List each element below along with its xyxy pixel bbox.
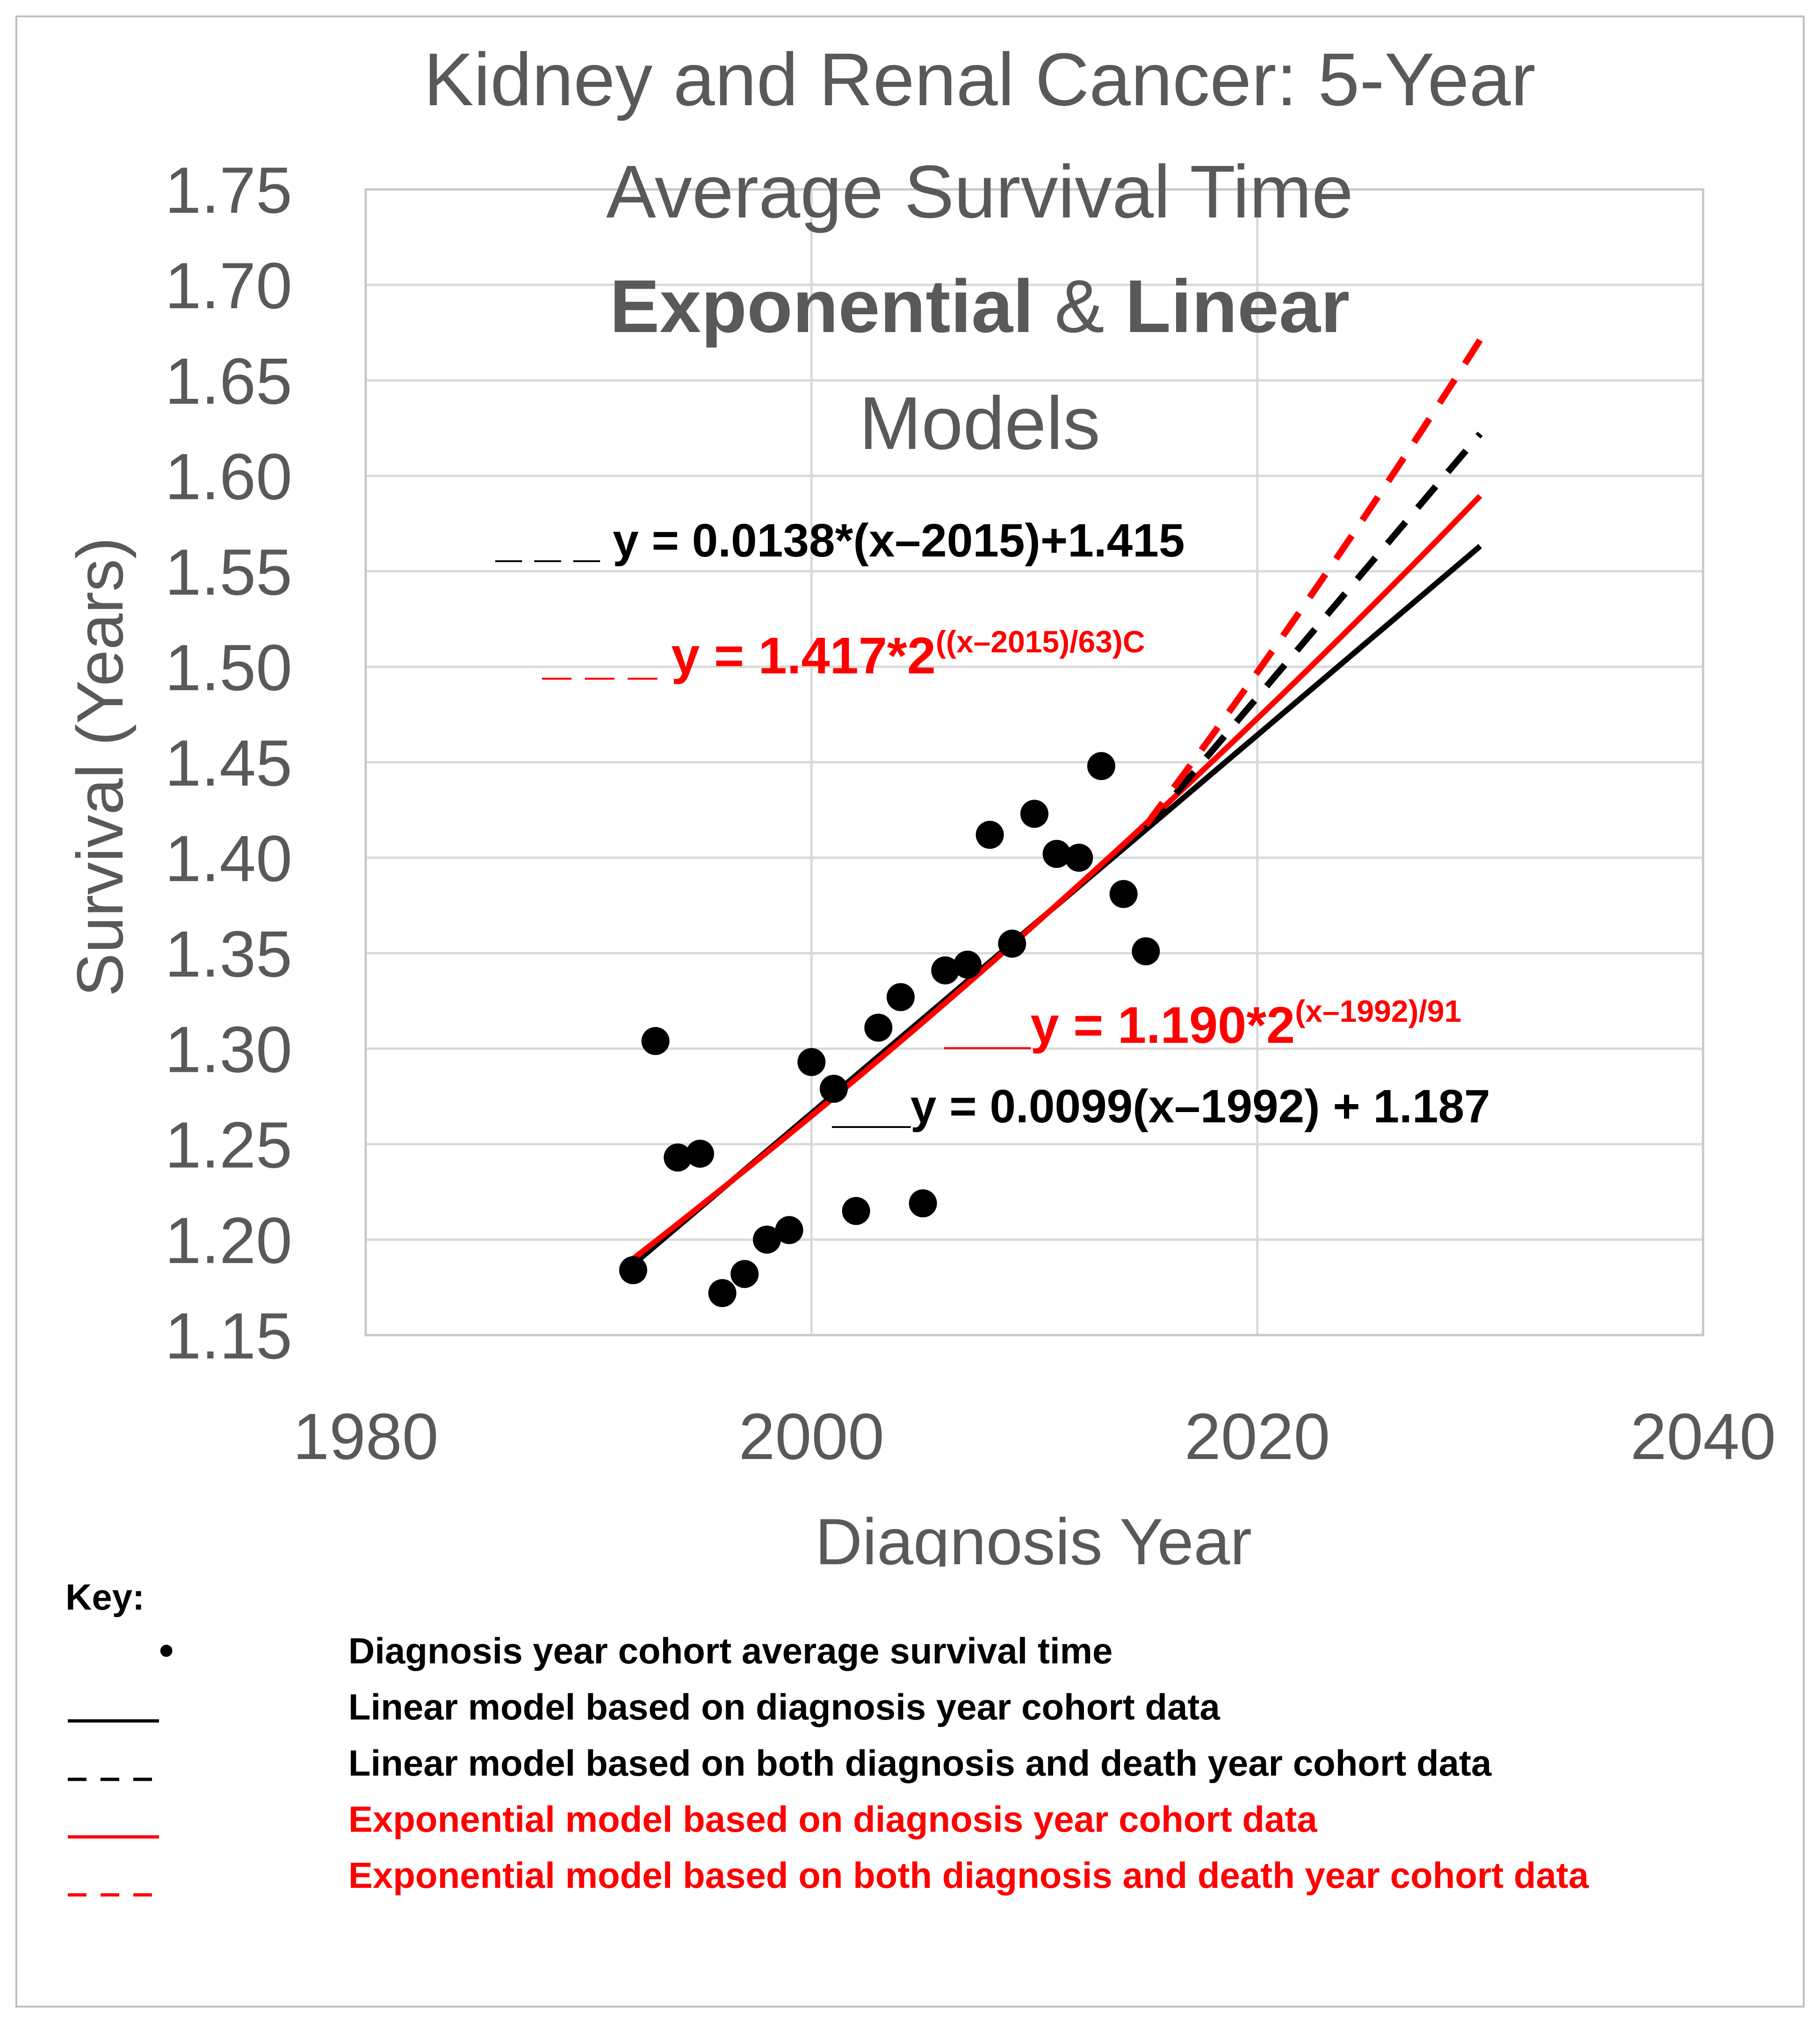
chart: 1.15 1.20 1.25 1.30 1.35 1.40 1.45 1.50 1.55 1.60… [63, 37, 1776, 1567]
data-point [664, 1143, 692, 1172]
data-point [619, 1256, 647, 1285]
data-point [931, 956, 960, 985]
dashed-line-icon [68, 1777, 159, 1781]
data-point [820, 1075, 848, 1103]
data-point [887, 983, 915, 1012]
y-tick-label: 1.50 [165, 631, 292, 704]
data-point [775, 1216, 803, 1244]
y-tick-label: 1.35 [165, 917, 292, 990]
subtitle-ampersand: & [1034, 264, 1126, 348]
model-lines [631, 338, 1483, 1267]
data-point [641, 1027, 670, 1055]
data-point [1087, 752, 1115, 780]
data-point [1065, 844, 1093, 872]
eq-exp-diagnosis: ___y = 1.190*2(x–1992)/91 [944, 994, 1461, 1054]
eq-exp-both: _ _ _ y = 1.417*2((x–2015)/63)C [542, 624, 1145, 685]
data-point [975, 821, 1004, 849]
key-label-linear-diagnosis: Linear model based on diagnosis year coh… [348, 1686, 1220, 1727]
eq-linear-diagnosis: ___y = 0.0099(x–1992) + 1.187 [832, 1080, 1490, 1133]
y-tick-label: 1.65 [165, 344, 292, 418]
data-point [842, 1197, 870, 1225]
chart-subtitle-line2: Models [859, 381, 1100, 465]
subtitle-exponential: Exponential [610, 264, 1034, 348]
x-tick-label: 2000 [739, 1400, 884, 1473]
data-point [953, 950, 982, 979]
x-tick-label: 2040 [1630, 1400, 1776, 1473]
y-tick-label: 1.55 [165, 535, 292, 609]
exponential-diagnosis-line [631, 494, 1482, 1261]
y-tick-label: 1.60 [165, 440, 292, 513]
dot-icon [63, 1627, 161, 1674]
key-title: Key: [65, 1576, 145, 1618]
solid-red-line-icon [68, 1835, 159, 1839]
data-point [1020, 800, 1048, 828]
data-point [1132, 937, 1160, 966]
chart-title-line1: Kidney and Renal Cancer: 5-Year [424, 37, 1536, 121]
data-point [686, 1140, 714, 1168]
data-point [998, 929, 1026, 958]
y-tick-label: 1.30 [165, 1013, 292, 1086]
solid-line-icon [68, 1719, 159, 1723]
y-tick-label: 1.75 [165, 153, 292, 227]
key-label-exp-both: Exponential model based on both diagnosi… [348, 1855, 1589, 1896]
key-row-points: Diagnosis year cohort average survival t… [0, 1627, 1820, 1674]
data-point [1042, 840, 1071, 868]
data-point [730, 1260, 759, 1288]
key-row-linear-both: Linear model based on both diagnosis and… [0, 1740, 1820, 1786]
y-tick-label: 1.70 [165, 249, 292, 322]
data-point [753, 1225, 781, 1254]
eq-linear-both: _ _ _ y = 0.0138*(x–2015)+1.415 [495, 514, 1185, 567]
y-tick-label: 1.25 [165, 1108, 292, 1182]
key-label-points: Diagnosis year cohort average survival t… [348, 1630, 1113, 1671]
y-axis-label: Survival (Years) [63, 537, 137, 997]
y-tick-label: 1.20 [165, 1204, 292, 1277]
y-tick-label: 1.40 [165, 822, 292, 895]
x-tick-labels: 1980 2000 2020 2040 [293, 1400, 1776, 1473]
key-row-exp-diagnosis: Exponential model based on diagnosis yea… [0, 1796, 1820, 1842]
y-tick-labels: 1.15 1.20 1.25 1.30 1.35 1.40 1.45 1.50 1.55 1.60… [165, 153, 292, 1373]
key-label-exp-diagnosis: Exponential model based on diagnosis yea… [348, 1799, 1317, 1840]
figure-frame [15, 15, 1805, 2008]
dashed-red-line-icon [68, 1893, 159, 1897]
data-point [708, 1279, 737, 1308]
chart-subtitle-line1: Exponential & Linear [610, 264, 1350, 348]
key-label-linear-both: Linear model based on both diagnosis and… [348, 1742, 1492, 1784]
data-point [797, 1048, 826, 1077]
subtitle-linear: Linear [1125, 264, 1350, 348]
grid-lines [364, 188, 1704, 1337]
x-tick-label: 1980 [293, 1400, 438, 1473]
y-tick-label: 1.45 [165, 726, 292, 800]
exponential-both-line [1143, 338, 1483, 827]
y-tick-label: 1.15 [165, 1299, 292, 1373]
linear-both-line [1143, 432, 1483, 831]
data-point [1109, 880, 1138, 908]
x-tick-label: 2020 [1184, 1400, 1330, 1473]
chart-title-line2: Average Survival Time [606, 150, 1353, 233]
x-axis-label: Diagnosis Year [815, 1505, 1252, 1567]
data-points [619, 752, 1160, 1308]
key-row-exp-both: Exponential model based on both diagnosi… [0, 1852, 1820, 1899]
key-bullet-icon: • [159, 1627, 174, 1674]
key-row-linear-diagnosis: Linear model based on diagnosis year coh… [0, 1683, 1820, 1730]
data-point [909, 1189, 937, 1218]
plot-area-border [364, 188, 1704, 1337]
data-point [864, 1013, 893, 1042]
